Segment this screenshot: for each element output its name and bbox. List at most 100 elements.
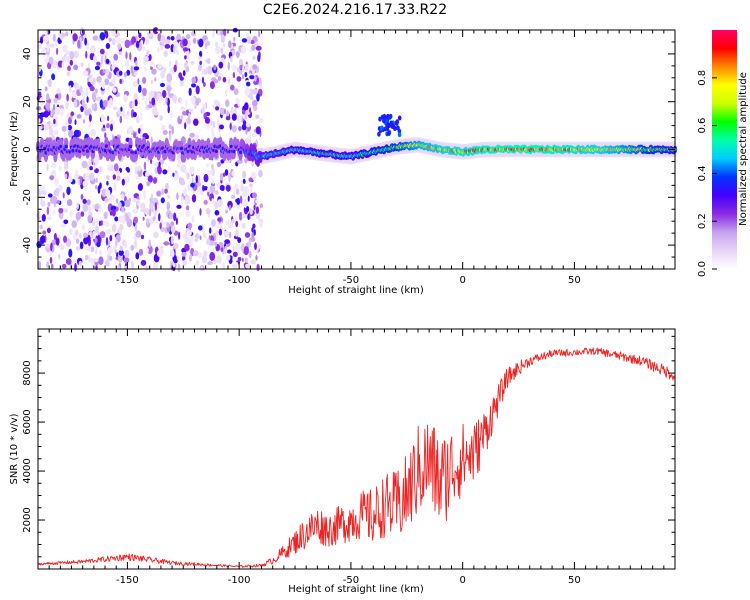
spectrogram-cell xyxy=(125,51,128,60)
spectrogram-cell xyxy=(224,248,228,253)
spectrogram-cell xyxy=(259,118,264,123)
spectrogram-cell xyxy=(142,216,145,221)
spectrogram-cell xyxy=(76,202,79,210)
spectrogram-cell xyxy=(114,239,118,247)
spectrogram-cell xyxy=(126,69,131,76)
spectrogram-cell xyxy=(214,149,218,153)
spectrogram-cell xyxy=(160,70,165,79)
y-tick-label: 2000 xyxy=(22,507,33,532)
spectrogram-cell xyxy=(167,166,171,173)
spectrogram-cell xyxy=(49,43,55,48)
spectrogram-cell xyxy=(69,50,75,60)
spectrogram-cell xyxy=(255,206,259,215)
x-tick-label: -50 xyxy=(343,575,359,586)
spectrogram-cell xyxy=(244,102,249,111)
spectrogram-cell xyxy=(179,180,186,186)
spectrogram-cell xyxy=(205,207,211,215)
spectrogram-cell xyxy=(88,254,91,263)
spectrogram-cell xyxy=(198,225,203,231)
colorbar-tick-label: 0.0 xyxy=(697,261,708,277)
spectrogram-cell xyxy=(95,96,102,102)
spectrogram-cell xyxy=(74,263,77,272)
spectrogram-cell xyxy=(238,211,243,221)
spectrogram-cell xyxy=(156,94,159,102)
spectrogram-cell xyxy=(169,132,172,141)
spectrogram-cell xyxy=(123,257,130,264)
spectrogram-cell xyxy=(154,202,157,211)
spectrogram-cell xyxy=(185,99,188,108)
spectrogram-cell xyxy=(118,51,122,56)
spectrogram-cell xyxy=(221,262,226,270)
spectrogram-cell xyxy=(103,211,108,220)
spectrogram-cell xyxy=(49,175,55,181)
spectrogram-cell xyxy=(160,35,166,44)
spectrogram-cell xyxy=(124,249,130,258)
spectrogram-cell xyxy=(138,32,142,39)
spectrogram-cell xyxy=(143,161,147,171)
spectrogram-cell xyxy=(91,104,95,111)
spectrogram-cell xyxy=(93,165,96,170)
spectrogram-cell xyxy=(245,122,251,128)
spectrogram-cell xyxy=(219,107,225,116)
spectrogram-cell xyxy=(180,198,184,208)
spectrogram-cell xyxy=(80,194,84,200)
spectrogram-cell xyxy=(111,223,117,233)
spectrogram-cell xyxy=(245,127,248,135)
spectrogram-cell xyxy=(101,116,106,123)
spectrogram-cell xyxy=(213,64,217,71)
spectrogram-cell xyxy=(112,87,117,93)
spectrogram-cell xyxy=(206,238,211,245)
spectrogram-cell xyxy=(129,100,134,109)
spectrogram-cell xyxy=(142,87,147,97)
spectrogram-cell xyxy=(46,261,49,269)
spectrogram-cell xyxy=(219,124,224,130)
spectrogram-cell xyxy=(135,40,140,49)
spectrogram-cell xyxy=(233,36,236,42)
spectrogram-cell xyxy=(207,58,211,65)
spectrogram-cell xyxy=(74,119,77,126)
spectrogram-cell xyxy=(241,123,247,131)
spectrogram-cell xyxy=(203,81,206,87)
spectrogram-cell xyxy=(116,175,121,181)
spectrogram-cell xyxy=(94,168,99,174)
spectrogram-cell xyxy=(184,55,187,60)
spectrogram-cell xyxy=(137,78,140,85)
spectrogram-cell xyxy=(209,81,215,90)
spectrogram-cell xyxy=(40,235,46,244)
spectrogram-cell xyxy=(159,222,162,230)
spectrogram-cell xyxy=(134,166,138,175)
spectrogram-cell xyxy=(173,44,178,54)
spectrogram-cell xyxy=(195,85,200,95)
spectrogram-cell xyxy=(110,123,113,132)
spectrogram-cell xyxy=(253,75,257,82)
spectrogram-cell xyxy=(59,144,63,149)
spectrogram-cell xyxy=(242,178,246,184)
spectrogram-cell xyxy=(41,189,47,196)
snr-frame xyxy=(37,328,676,570)
spectrogram-cell xyxy=(220,247,224,252)
spectrogram-cell xyxy=(244,157,248,164)
spectrogram-cell xyxy=(203,173,209,183)
spectrogram-cell xyxy=(244,110,248,120)
spectrogram-cell xyxy=(149,201,154,211)
spectrogram-cell xyxy=(176,204,182,209)
spectrogram-x-axis-label: Height of straight line (km) xyxy=(288,285,424,296)
spectrogram-cell xyxy=(206,170,212,176)
spectrogram-cell xyxy=(78,260,83,267)
spectrogram-cell xyxy=(255,254,258,261)
spectrogram-cell xyxy=(249,185,253,193)
spectrogram-cell xyxy=(242,170,247,179)
colorbar-gradient xyxy=(712,30,737,269)
spectrogram-cell xyxy=(244,87,250,97)
spectrogram-cell xyxy=(52,33,56,42)
spectrogram-cell xyxy=(112,58,115,66)
spectrogram-cell xyxy=(135,115,140,124)
spectrogram-cell xyxy=(158,95,162,104)
spectrogram-cell xyxy=(248,177,253,182)
spectrogram-cell xyxy=(254,242,257,250)
spectrogram-cell xyxy=(100,220,104,226)
snr-x-axis-label: Height of straight line (km) xyxy=(288,584,424,595)
spectrogram-cell xyxy=(197,78,204,84)
spectrogram-cell xyxy=(225,220,230,226)
spectrogram-cell xyxy=(212,177,215,185)
